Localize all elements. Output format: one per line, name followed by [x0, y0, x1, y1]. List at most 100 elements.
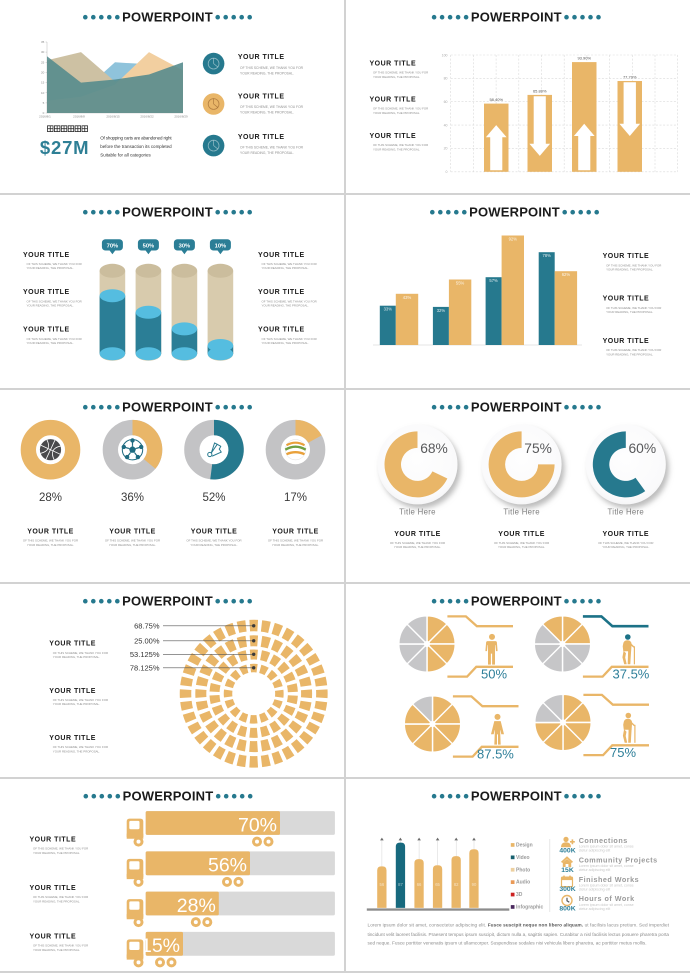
- svg-text:2016/8/15: 2016/8/15: [106, 115, 120, 119]
- svg-text:Of shopping carts are abandone: Of shopping carts are abandoned right: [100, 135, 172, 140]
- svg-text:YOUR READING, THE PROPOSAL.: YOUR READING, THE PROPOSAL.: [33, 947, 80, 951]
- svg-text:YOUR TITLE: YOUR TITLE: [394, 531, 441, 538]
- svg-text:50%: 50%: [481, 667, 507, 682]
- svg-text:40: 40: [444, 123, 448, 127]
- svg-text:28%: 28%: [177, 894, 216, 916]
- svg-text:10%: 10%: [215, 244, 227, 250]
- svg-text:OF THIS SCHEME, WE THANK YOU F: OF THIS SCHEME, WE THANK YOU FOR: [27, 300, 82, 304]
- svg-text:70%: 70%: [238, 814, 277, 836]
- svg-text:OF THIS SCHEME, WE THANK YOU F: OF THIS SCHEME, WE THANK YOU FOR: [373, 143, 428, 147]
- svg-text:68%: 68%: [420, 441, 448, 456]
- svg-text:YOUR TITLE: YOUR TITLE: [258, 327, 305, 334]
- svg-text:OF THIS SCHEME, WE THANK YOU F: OF THIS SCHEME, WE THANK YOU FOR: [268, 538, 323, 542]
- svg-text:Infographic: Infographic: [516, 904, 543, 910]
- svg-text:52%: 52%: [202, 492, 225, 504]
- svg-text:POWERPOINT: POWERPOINT: [471, 399, 562, 414]
- svg-text:OF THIS SCHEME, WE THANK YOU F: OF THIS SCHEME, WE THANK YOU FOR: [186, 538, 241, 542]
- svg-text:YOUR READING, THE PROPOSAL.: YOUR READING, THE PROPOSAL.: [602, 545, 649, 549]
- svg-text:YOUR TITLE: YOUR TITLE: [238, 93, 285, 100]
- svg-text:Title Here: Title Here: [503, 507, 540, 516]
- svg-text:POWERPOINT: POWERPOINT: [122, 399, 213, 414]
- svg-text:YOUR TITLE: YOUR TITLE: [23, 290, 70, 297]
- svg-text:70%: 70%: [107, 244, 119, 250]
- svg-text:100: 100: [442, 53, 448, 57]
- svg-text:75%: 75%: [524, 441, 552, 456]
- svg-text:POWERPOINT: POWERPOINT: [471, 788, 562, 803]
- svg-text:YOUR TITLE: YOUR TITLE: [23, 252, 70, 259]
- svg-text:YOUR TITLE: YOUR TITLE: [238, 54, 285, 61]
- svg-text:30: 30: [41, 50, 45, 54]
- svg-text:OF THIS SCHEME, WE THANK YOU F: OF THIS SCHEME, WE THANK YOU FOR: [240, 66, 304, 70]
- svg-text:YOUR TITLE: YOUR TITLE: [49, 735, 96, 742]
- svg-text:YOUR READING, THE PROPOSAL.: YOUR READING, THE PROPOSAL.: [373, 147, 420, 151]
- svg-text:Suitable for all categories: Suitable for all categories: [100, 153, 151, 158]
- svg-text:15: 15: [41, 81, 45, 85]
- svg-text:OF THIS SCHEME, WE THANK YOU F: OF THIS SCHEME, WE THANK YOU FOR: [373, 71, 428, 75]
- svg-text:OF THIS SCHEME, WE THANK YOU F: OF THIS SCHEME, WE THANK YOU FOR: [606, 264, 661, 268]
- svg-text:800K: 800K: [559, 905, 575, 912]
- svg-text:YOUR READING, THE PROPOSAL.: YOUR READING, THE PROPOSAL.: [262, 304, 309, 308]
- svg-text:90: 90: [472, 882, 477, 887]
- svg-text:YOUR TITLE: YOUR TITLE: [49, 641, 96, 648]
- svg-text:25: 25: [41, 60, 45, 64]
- svg-text:YOUR READING, THE PROPOSAL.: YOUR READING, THE PROPOSAL.: [27, 304, 74, 308]
- svg-text:YOUR READING, THE PROPOSAL.: YOUR READING, THE PROPOSAL.: [240, 151, 294, 155]
- svg-text:OF THIS SCHEME, WE THANK YOU F: OF THIS SCHEME, WE THANK YOU FOR: [27, 262, 82, 266]
- svg-text:15%: 15%: [141, 935, 180, 957]
- svg-text:$27M: $27M: [40, 137, 89, 158]
- svg-text:80: 80: [444, 77, 448, 81]
- svg-text:30%: 30%: [179, 244, 191, 250]
- svg-text:YOUR TITLE: YOUR TITLE: [370, 97, 417, 104]
- svg-text:YOUR READING, THE PROPOSAL.: YOUR READING, THE PROPOSAL.: [272, 543, 319, 547]
- svg-text:YOUR TITLE: YOUR TITLE: [603, 296, 650, 303]
- svg-text:YOUR TITLE: YOUR TITLE: [272, 528, 319, 535]
- svg-text:YOUR READING, THE PROPOSAL.: YOUR READING, THE PROPOSAL.: [394, 545, 441, 549]
- svg-text:55%: 55%: [456, 281, 465, 286]
- svg-text:OF THIS SCHEME, WE THANK YOU F: OF THIS SCHEME, WE THANK YOU FOR: [23, 538, 78, 542]
- svg-text:sed neque. Fusce porttitor ven: sed neque. Fusce porttitor venenatis ips…: [368, 940, 647, 945]
- svg-text:33%: 33%: [384, 307, 393, 312]
- svg-text:POWERPOINT: POWERPOINT: [469, 205, 560, 220]
- svg-text:Finished Works: Finished Works: [579, 874, 639, 883]
- svg-text:YOUR READING, THE PROPOSAL.: YOUR READING, THE PROPOSAL.: [33, 899, 80, 903]
- svg-text:YOUR READING, THE PROPOSAL.: YOUR READING, THE PROPOSAL.: [498, 545, 545, 549]
- svg-text:Lorem ipsum dolor sit amet, co: Lorem ipsum dolor sit amet, conse: [579, 864, 634, 868]
- svg-text:YOUR READING, THE PROPOSAL.: YOUR READING, THE PROPOSAL.: [53, 702, 100, 706]
- svg-text:Lorem ipsum dolor sit amet, co: Lorem ipsum dolor sit amet, conse: [579, 844, 634, 848]
- svg-text:60: 60: [444, 100, 448, 104]
- svg-text:65.80%: 65.80%: [533, 88, 547, 93]
- svg-text:400K: 400K: [559, 847, 575, 854]
- svg-text:OF THIS SCHEME, WE THANK YOU F: OF THIS SCHEME, WE THANK YOU FOR: [240, 105, 304, 109]
- svg-text:before the transaction its com: before the transaction its completed: [100, 144, 172, 149]
- svg-text:YOUR READING, THE PROPOSAL.: YOUR READING, THE PROPOSAL.: [240, 71, 294, 75]
- svg-text:YOUR TITLE: YOUR TITLE: [23, 327, 70, 334]
- svg-text:Community Projects: Community Projects: [579, 855, 658, 864]
- svg-text:Lorem ipsum dolor sit amet, co: Lorem ipsum dolor sit amet, consectetur …: [368, 922, 670, 927]
- svg-text:56: 56: [380, 882, 385, 887]
- svg-text:25.00%: 25.00%: [134, 637, 160, 646]
- svg-text:YOUR TITLE: YOUR TITLE: [370, 133, 417, 140]
- svg-text:YOUR READING, THE PROPOSAL.: YOUR READING, THE PROPOSAL.: [373, 75, 420, 79]
- svg-text:93.90%: 93.90%: [577, 56, 591, 61]
- svg-text:YOUR READING, THE PROPOSAL.: YOUR READING, THE PROPOSAL.: [27, 341, 74, 345]
- svg-text:82: 82: [454, 882, 459, 887]
- svg-text:YOUR TITLE: YOUR TITLE: [258, 252, 305, 259]
- svg-text:20: 20: [41, 71, 45, 75]
- svg-text:OF THIS SCHEME, WE THANK YOU F: OF THIS SCHEME, WE THANK YOU FOR: [53, 651, 108, 655]
- svg-text:YOUR TITLE: YOUR TITLE: [258, 290, 305, 297]
- svg-text:tincidunt velit laoreet facili: tincidunt velit laoreet facilisis. Praes…: [368, 931, 670, 936]
- svg-text:OF THIS SCHEME, WE THANK YOU F: OF THIS SCHEME, WE THANK YOU FOR: [262, 337, 317, 341]
- svg-text:43%: 43%: [403, 295, 412, 300]
- svg-text:0: 0: [446, 170, 448, 174]
- svg-text:OF THIS SCHEME, WE THANK YOU F: OF THIS SCHEME, WE THANK YOU FOR: [598, 541, 653, 545]
- svg-text:POWERPOINT: POWERPOINT: [123, 788, 214, 803]
- svg-text:YOUR READING, THE PROPOSAL.: YOUR READING, THE PROPOSAL.: [27, 543, 74, 547]
- svg-text:Design: Design: [516, 842, 533, 848]
- svg-text:OF THIS SCHEME, WE THANK YOU F: OF THIS SCHEME, WE THANK YOU FOR: [262, 300, 317, 304]
- svg-text:66: 66: [417, 882, 422, 887]
- svg-text:50%: 50%: [143, 244, 155, 250]
- svg-text:2016/8/22: 2016/8/22: [140, 115, 154, 119]
- svg-text:OF THIS SCHEME, WE THANK YOU F: OF THIS SCHEME, WE THANK YOU FOR: [606, 306, 661, 310]
- svg-text:YOUR TITLE: YOUR TITLE: [27, 528, 74, 535]
- svg-text:65: 65: [435, 882, 440, 887]
